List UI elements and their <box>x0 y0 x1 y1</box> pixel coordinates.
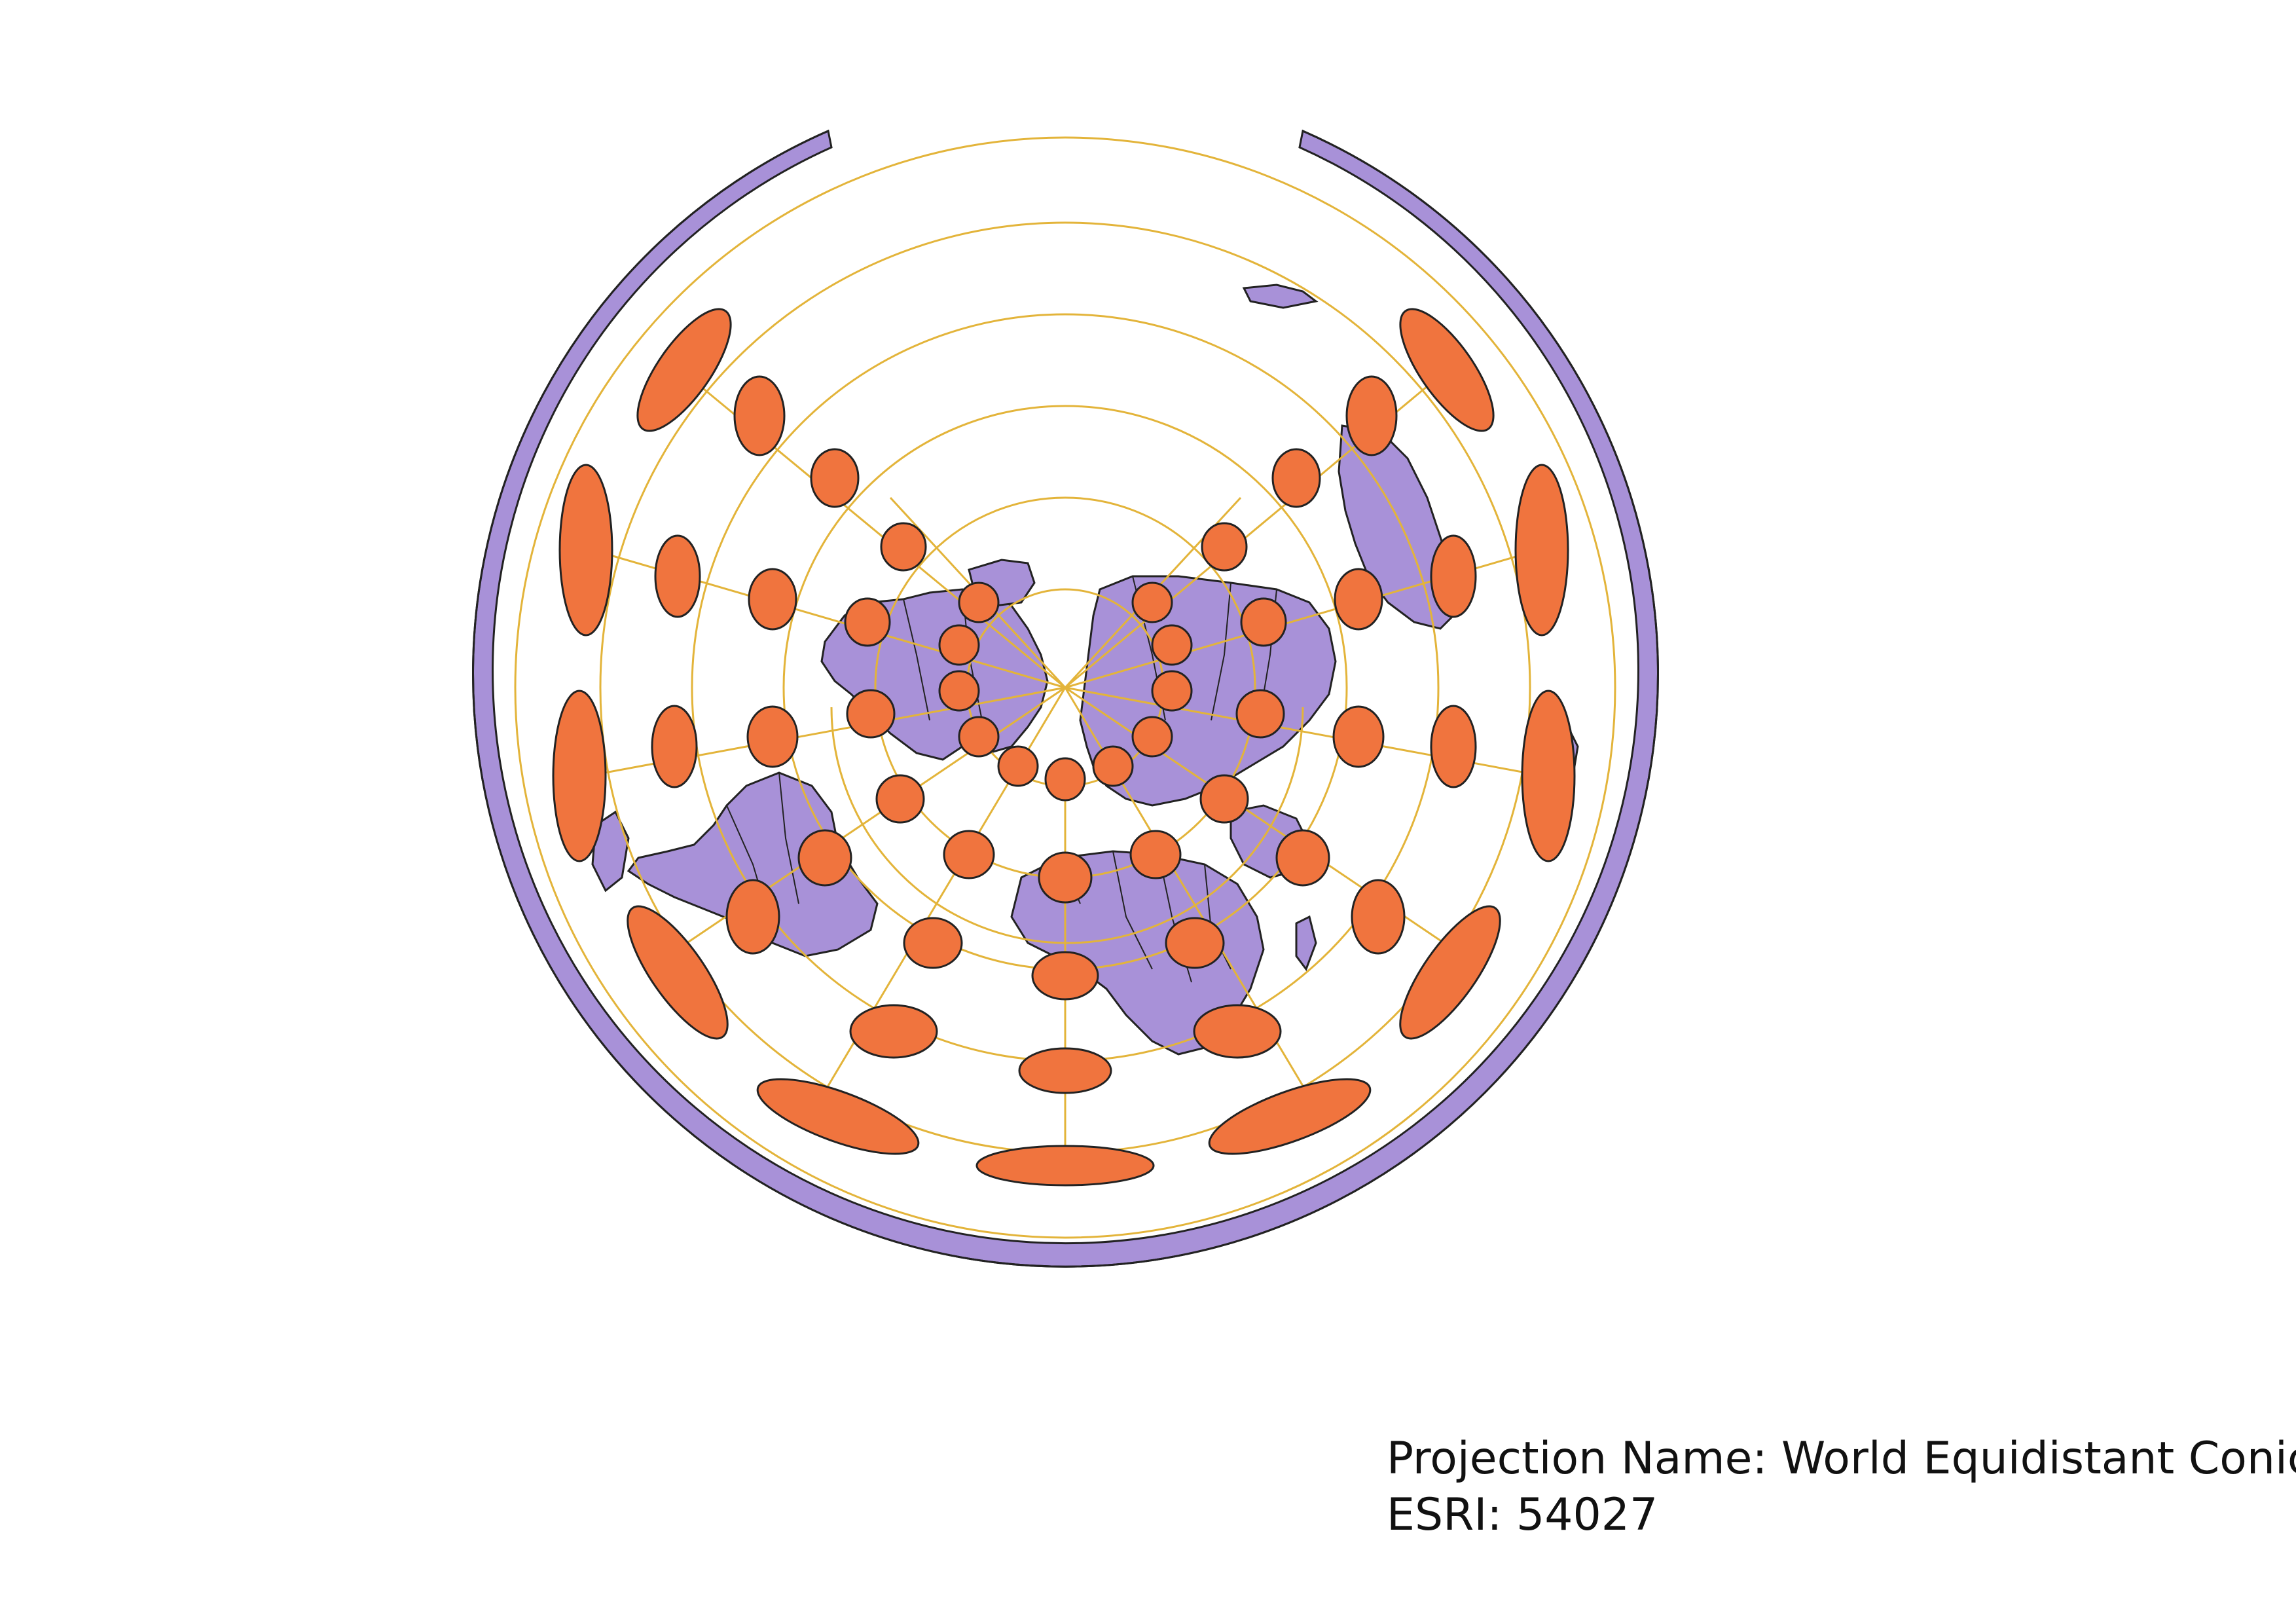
tissot-ellipse <box>875 774 925 824</box>
tissot-ellipse <box>1351 879 1406 955</box>
tissot-ellipse <box>1430 705 1477 788</box>
east-asia <box>1338 424 1461 630</box>
tissot-ellipse <box>636 308 732 432</box>
tissot-ellipse <box>958 581 1000 623</box>
tissot-ellipse <box>1201 522 1248 572</box>
projection-name-label: Projection Name: World Equidistant Conic <box>1387 1433 2296 1485</box>
tissot-ellipse <box>1129 830 1182 879</box>
tissot-ellipse <box>1031 951 1099 1001</box>
tissot-ellipse <box>733 375 786 456</box>
tissot-ellipse <box>1334 568 1383 631</box>
tissot-ellipse <box>846 689 896 739</box>
tissot-ellipse <box>1038 851 1093 904</box>
tissot-ellipse <box>997 745 1039 787</box>
madagascar <box>1295 915 1317 972</box>
projection-caption: Projection Name: World Equidistant Conic… <box>1387 1431 2296 1543</box>
tissot-ellipse <box>1345 375 1398 456</box>
tissot-ellipse <box>1235 689 1285 739</box>
tissot-ellipse <box>1275 829 1330 887</box>
tissot-ellipse <box>938 670 980 712</box>
tissot-ellipse <box>748 568 797 631</box>
tissot-ellipse <box>1044 757 1086 802</box>
tissot-ellipse <box>1208 1078 1372 1155</box>
tissot-ellipse <box>938 624 980 666</box>
tissot-ellipse <box>627 905 729 1040</box>
tissot-ellipse <box>1151 624 1193 666</box>
parallel-1 <box>830 707 1304 944</box>
tissot-ellipse <box>1240 597 1287 647</box>
tissot-ellipse <box>810 448 860 508</box>
tissot-ellipse <box>797 829 852 887</box>
tissot-ellipse <box>1199 774 1249 824</box>
tissot-ellipse <box>1514 464 1569 637</box>
tissot-ellipse <box>1131 581 1173 623</box>
tissot-ellipse <box>849 1004 938 1059</box>
tissot-ellipse <box>943 830 995 879</box>
tissot-ellipse <box>1131 716 1173 758</box>
tissot-ellipse <box>1018 1047 1112 1094</box>
tissot-ellipse <box>1165 917 1225 969</box>
tissot-ellipse <box>746 705 799 768</box>
tissot-ellipse <box>552 690 607 862</box>
tissot-ellipse <box>725 879 780 955</box>
tissot-ellipse <box>1521 690 1576 862</box>
tissot-ellipse <box>1399 308 1495 432</box>
tissot-ellipse <box>654 534 701 618</box>
tissot-ellipse <box>1151 670 1193 712</box>
tissot-ellipse <box>651 705 698 788</box>
tissot-ellipse <box>1271 448 1321 508</box>
tissot-ellipse <box>975 1145 1155 1187</box>
antarctica-band-inner <box>472 130 1659 1268</box>
parallel-6 <box>514 136 1616 1239</box>
esri-code-label: ESRI: 54027 <box>1387 1489 1658 1541</box>
arctic-island-1 <box>1242 284 1319 309</box>
tissot-ellipse <box>1193 1004 1282 1059</box>
tissot-ellipse <box>844 597 891 647</box>
tissot-ellipse <box>558 464 613 637</box>
tissot-indicatrices <box>552 308 1576 1187</box>
tissot-ellipse <box>1399 905 1501 1040</box>
oceania-rim <box>591 810 630 893</box>
tissot-ellipse <box>1430 534 1477 618</box>
tissot-ellipse <box>903 917 963 969</box>
tissot-ellipse <box>756 1078 920 1155</box>
tissot-ellipse <box>1092 745 1134 787</box>
tissot-ellipse <box>880 522 927 572</box>
tissot-ellipse <box>958 716 1000 758</box>
tissot-ellipse <box>1332 705 1385 768</box>
